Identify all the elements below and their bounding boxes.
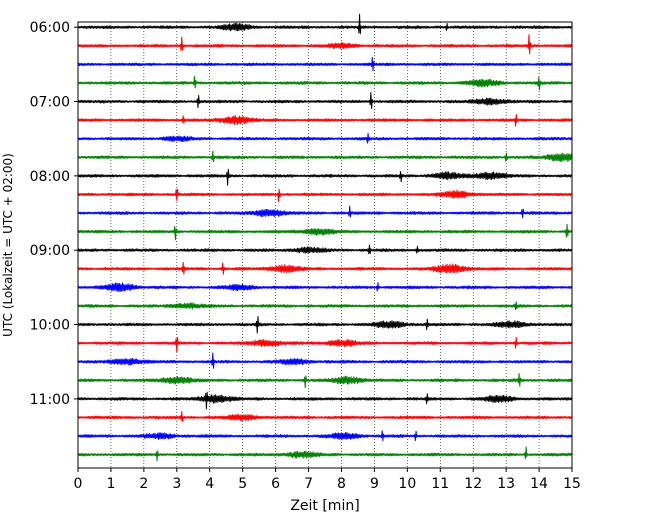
x-axis-ticks: 0 1 2 3 4 5 6 7 8 9 10 11 12 13 14 15	[74, 468, 581, 492]
seismogram-trace-0630	[77, 56, 573, 72]
seismogram-trace-0830	[77, 205, 573, 219]
x-tick-label: 1	[106, 476, 115, 492]
seismogram-trace-1100	[77, 391, 573, 410]
seismogram-trace-1115	[77, 411, 573, 422]
x-tick-label: 14	[530, 476, 548, 492]
seismogram-trace-1015	[77, 336, 573, 353]
seismogram-trace-0600	[77, 13, 573, 35]
x-tick-label: 10	[398, 476, 416, 492]
x-tick-label: 12	[464, 476, 482, 492]
x-tick-label: 11	[431, 476, 449, 492]
seismogram-trace-0815	[77, 188, 573, 203]
seismogram-trace-0615	[77, 34, 573, 55]
seismogram-trace-1145	[77, 446, 573, 462]
y-tick-label: 09:00	[30, 243, 70, 259]
seismogram-trace-0800	[77, 168, 573, 186]
x-tick-label: 7	[304, 476, 313, 492]
seismogram-trace-1030	[77, 352, 573, 369]
seismogram-trace-0645	[77, 75, 573, 91]
x-tick-label: 0	[74, 476, 83, 492]
seismogram-trace-0715	[77, 113, 573, 127]
y-tick-label: 06:00	[30, 20, 70, 36]
x-tick-label: 13	[497, 476, 515, 492]
seismogram-trace-0915	[77, 261, 573, 275]
seismogram-trace-1045	[77, 373, 573, 389]
seismogram-trace-0930	[77, 282, 573, 293]
y-tick-label: 08:00	[30, 169, 70, 185]
seismogram-trace-0900	[77, 244, 573, 255]
x-tick-label: 4	[205, 476, 214, 492]
seismogram-trace-0745	[77, 150, 573, 163]
seismogram-trace-0700	[77, 91, 573, 110]
x-tick-label: 3	[172, 476, 181, 492]
seismogram-trace-0845	[77, 223, 573, 241]
y-axis-label: UTC (Lokalzeit = UTC + 02:00)	[1, 153, 15, 337]
seismogram-trace-0945	[77, 301, 573, 311]
x-tick-label: 6	[271, 476, 280, 492]
x-axis-label: Zeit [min]	[290, 498, 359, 514]
x-tick-label: 15	[563, 476, 581, 492]
seismogram-trace-1130	[77, 430, 573, 442]
grid-layer	[110, 22, 540, 468]
seismogram-trace-0730	[77, 132, 573, 144]
x-tick-label: 2	[139, 476, 148, 492]
seismogram-trace-1000	[77, 316, 573, 334]
x-tick-label: 8	[337, 476, 346, 492]
y-tick-label: 10:00	[30, 318, 70, 334]
plot-frame	[77, 21, 573, 469]
y-axis-ticks: 06:00 07:00 08:00 09:00 10:00 11:00	[30, 20, 78, 408]
x-tick-label: 5	[238, 476, 247, 492]
y-tick-label: 11:00	[30, 392, 70, 408]
x-tick-label: 9	[370, 476, 379, 492]
y-tick-label: 07:00	[30, 95, 70, 111]
traces-layer	[77, 13, 573, 462]
